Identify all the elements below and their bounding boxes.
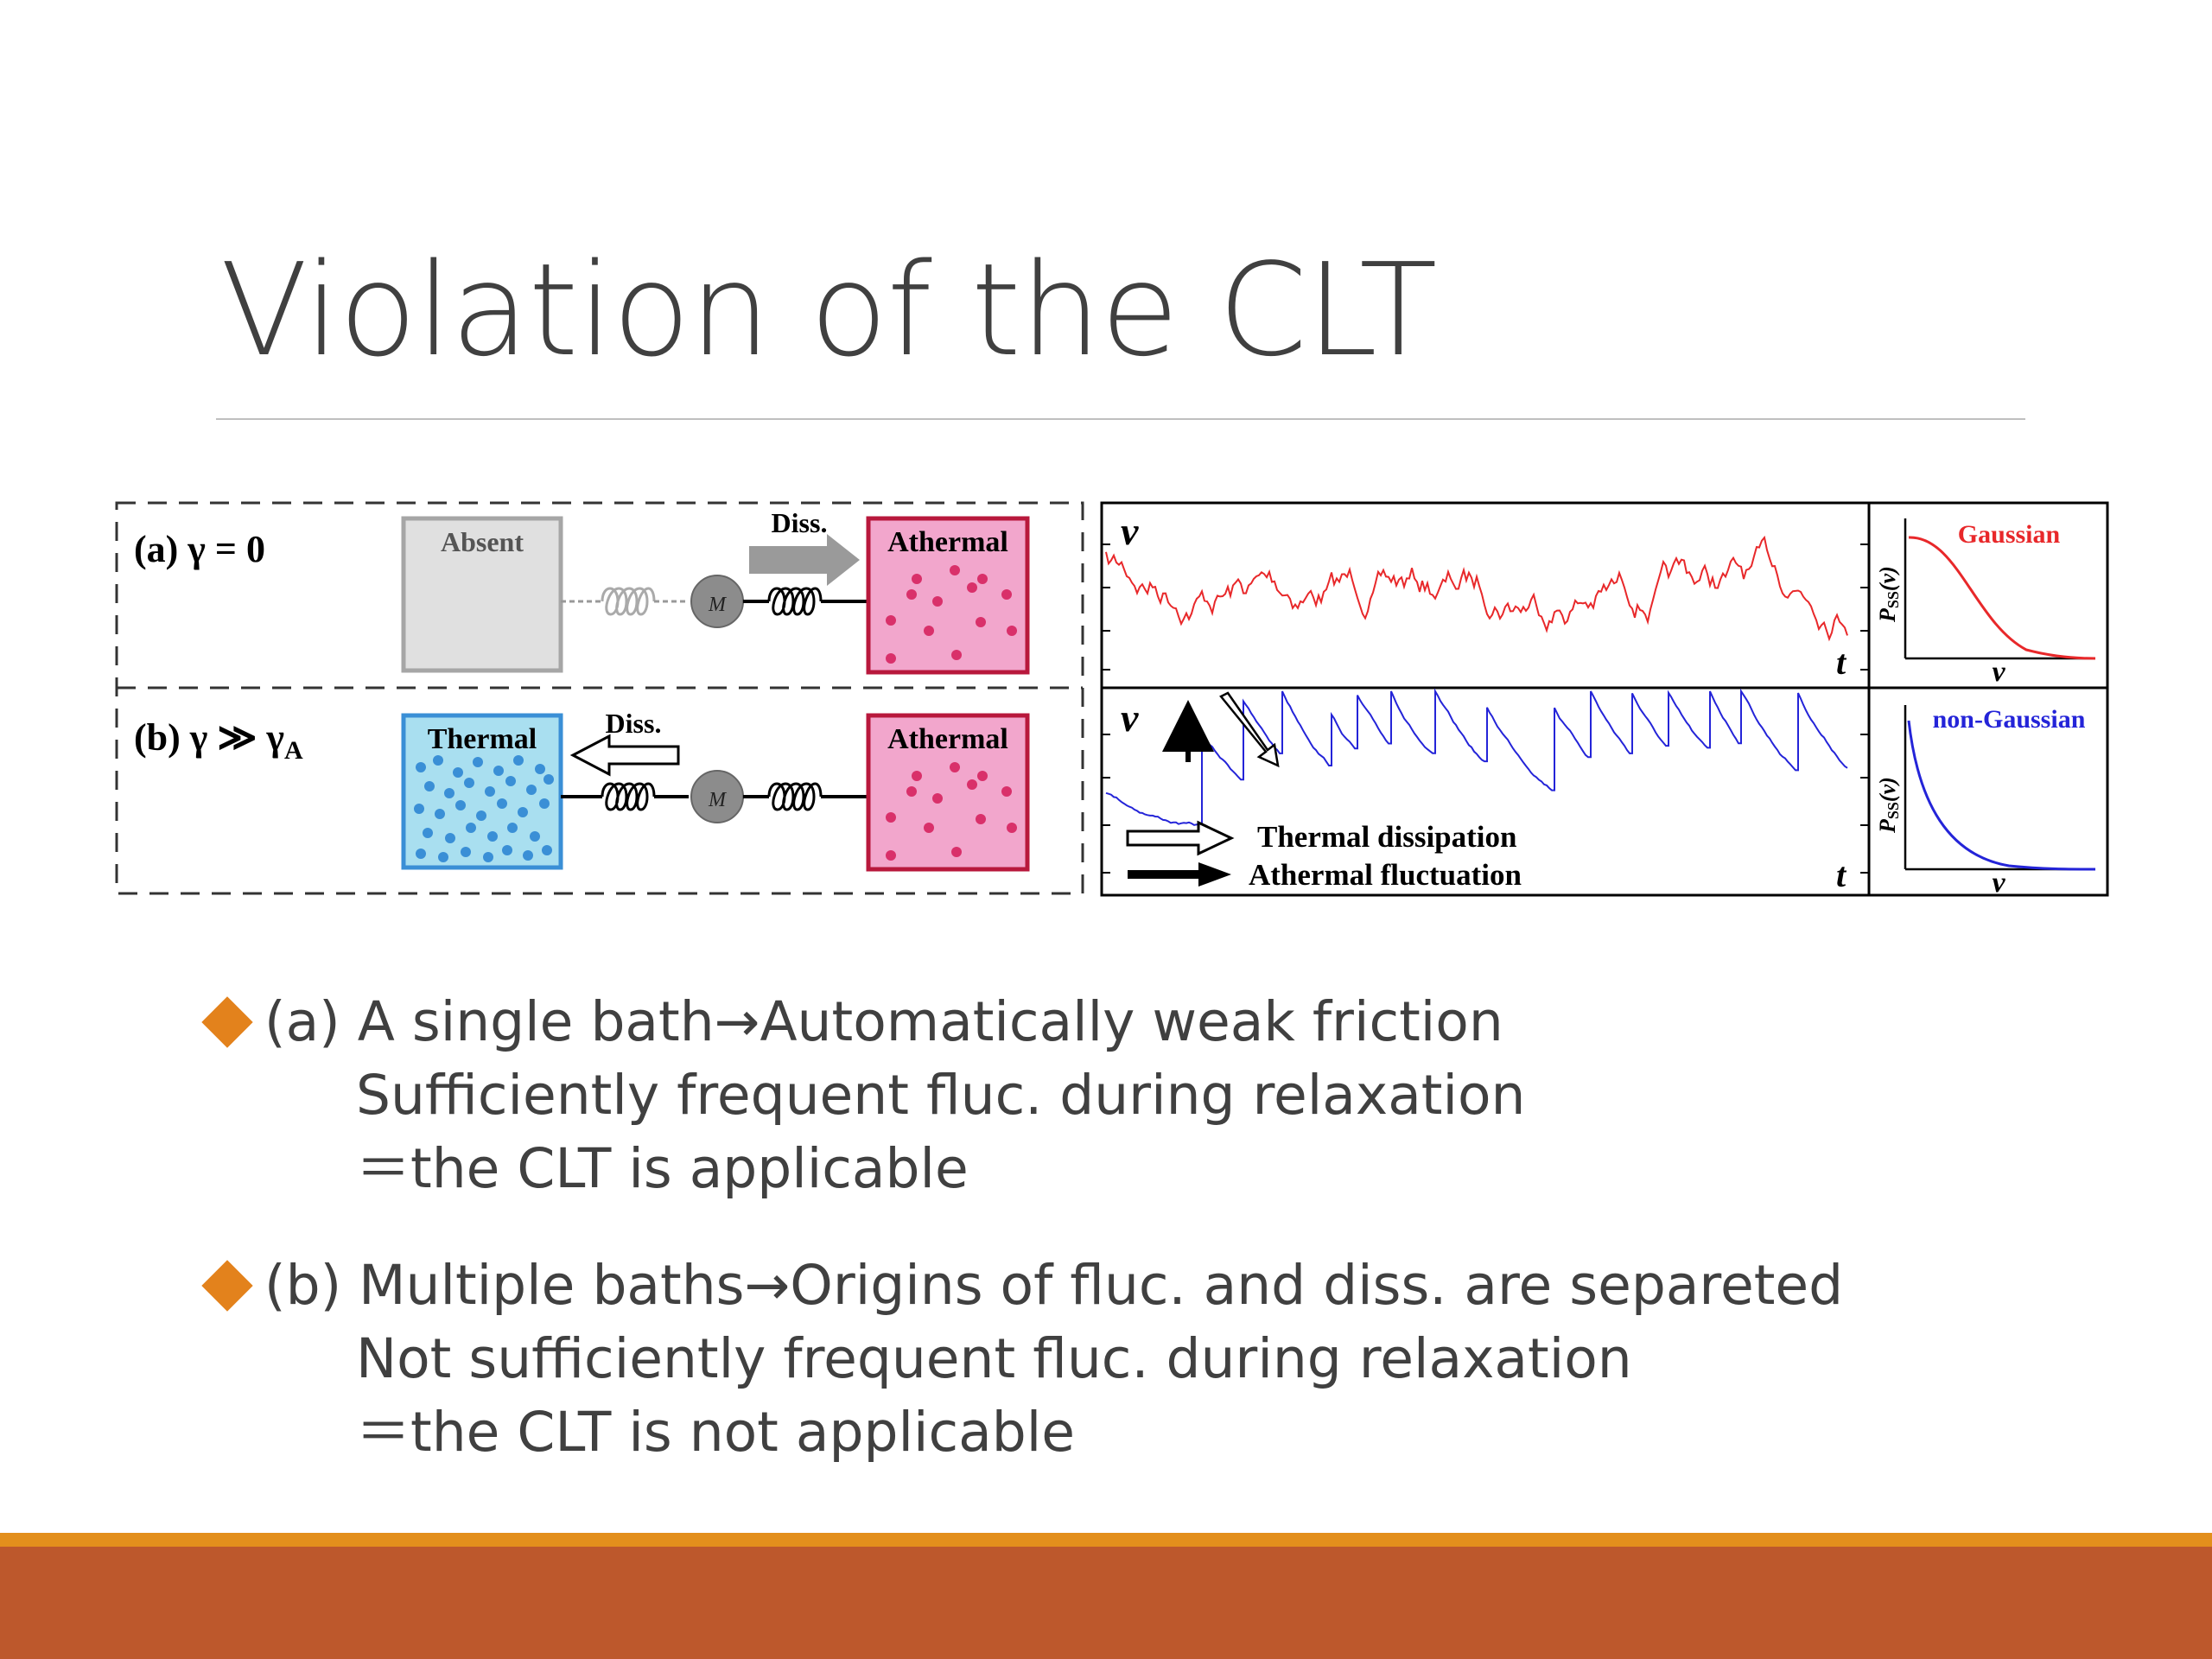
bullet-item-a: (a) A single bath→Automatically weak fri… — [200, 985, 2101, 1205]
trace-ticks — [1102, 543, 1869, 874]
diamond-bullet-icon — [201, 996, 253, 1048]
athermal-particles-a — [886, 565, 1017, 664]
legend-athermal-label: Athermal fluctuation — [1249, 858, 1522, 892]
trace-a-xlabel: t — [1836, 643, 1847, 682]
faded-spring — [601, 587, 656, 616]
schematic-frame — [115, 501, 1084, 895]
athermal-bath-b — [866, 713, 1030, 872]
spring-a — [767, 587, 823, 616]
bullet-a-line-3: ＝the CLT is applicable — [356, 1137, 969, 1200]
gaussian-curve — [1908, 536, 2096, 660]
bullet-b-line-1: (b) Multiple baths→Origins of fluc. and … — [264, 1254, 1844, 1317]
mass-a-label: M — [708, 594, 728, 616]
legend-athermal-head — [1198, 862, 1231, 887]
bullet-item-b: (b) Multiple baths→Origins of fluc. and … — [200, 1249, 2101, 1469]
diss-arrow-b — [569, 734, 680, 777]
athermal-particles-b — [886, 762, 1017, 861]
title-divider — [216, 418, 2025, 420]
gaussian-label: Gaussian — [1958, 520, 2061, 549]
diss-label-a: Diss. — [772, 507, 828, 538]
panel-a-label: (a) γ = 0 — [134, 528, 265, 570]
bullet-b-line-3: ＝the CLT is not applicable — [356, 1401, 1075, 1464]
trace-a-ylabel: v — [1121, 509, 1139, 553]
slide-title: Violation of the CLT — [220, 236, 1437, 385]
bullet-b-line-2: Not sufficiently frequent fluc. during r… — [356, 1327, 1632, 1390]
figure: (a) γ = 0 Absent M Diss. Athermal — [108, 493, 2113, 907]
legend-thermal-arrow — [1126, 820, 1235, 856]
bullet-list: (a) A single bath→Automatically weak fri… — [200, 985, 2101, 1512]
footer-band — [0, 1547, 2212, 1659]
trace-a-signal — [1105, 535, 1848, 642]
dist-b-xlabel: v — [1992, 867, 2005, 899]
athermal-bath-a — [866, 516, 1030, 675]
figure-svg: (a) γ = 0 Absent M Diss. Athermal — [115, 501, 2109, 899]
diamond-bullet-icon — [201, 1260, 253, 1312]
athermal-bath-a-label: Athermal — [887, 526, 1008, 558]
non-gaussian-curve — [1907, 720, 2096, 871]
athermal-bath-b-label: Athermal — [887, 723, 1008, 755]
trace-b-xlabel: t — [1836, 855, 1847, 894]
trace-b-ylabel: v — [1121, 696, 1139, 740]
non-gaussian-label: non-Gaussian — [1933, 705, 2086, 734]
dist-a-ylabel: PSS(v) — [1875, 566, 1902, 623]
diss-label-b: Diss. — [606, 708, 662, 739]
dist-b-ylabel: PSS(v) — [1875, 777, 1902, 834]
diss-arrow-a — [749, 534, 860, 586]
dissipation-down-arrow — [1219, 691, 1280, 768]
spring-b2 — [767, 782, 823, 811]
dist-a-xlabel: v — [1992, 656, 2005, 688]
footer-stripe — [0, 1533, 2212, 1547]
spring-b1 — [601, 782, 656, 811]
absent-bath — [401, 516, 563, 673]
bullet-a-line-2: Sufficiently frequent fluc. during relax… — [356, 1064, 1526, 1127]
absent-bath-label: Absent — [441, 526, 524, 557]
legend-thermal-label: Thermal dissipation — [1257, 820, 1516, 854]
trace-b-signal — [1105, 688, 1848, 826]
panel-b-label: (b) γ ≫ γA — [134, 716, 303, 765]
bullet-a-line-1: (a) A single bath→Automatically weak fri… — [264, 990, 1503, 1053]
thermal-bath-label: Thermal — [428, 723, 537, 755]
mass-b-label: M — [708, 789, 728, 811]
thermal-particles — [414, 755, 554, 862]
